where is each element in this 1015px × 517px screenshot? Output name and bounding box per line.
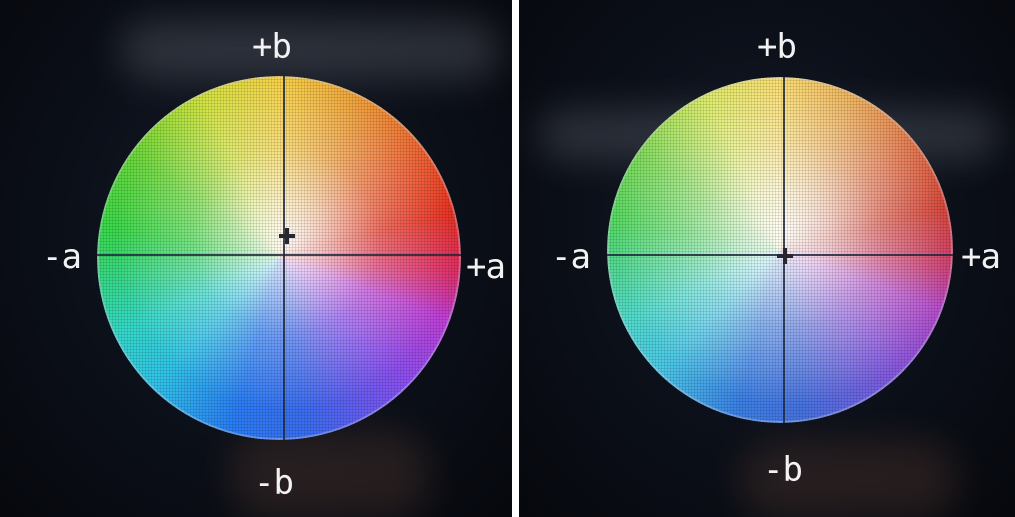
label-plus-b: +b (252, 27, 292, 67)
screen-glare (120, 20, 500, 80)
left-photo-panel: +b -b -a +a (0, 0, 512, 517)
color-wheel (607, 77, 953, 423)
label-minus-b: -b (254, 463, 294, 503)
label-plus-a: +a (961, 237, 1001, 277)
whitepoint-gradient (97, 76, 461, 440)
pixel-mesh (97, 76, 461, 440)
label-minus-a: -a (42, 237, 82, 277)
label-minus-b: -b (763, 450, 803, 490)
a-axis-line (97, 254, 461, 256)
label-minus-a: -a (551, 237, 591, 277)
label-plus-a: +a (466, 247, 506, 287)
pixel-mesh (607, 77, 953, 423)
b-axis-line (283, 76, 285, 440)
wheel-rim (97, 76, 461, 440)
whitepoint-gradient (607, 77, 953, 423)
screen-reflection (230, 430, 430, 517)
screen-reflection (739, 440, 959, 517)
crosshair-marker (279, 228, 295, 244)
color-wheel (97, 76, 461, 440)
right-photo-panel: +b -b -a +a (519, 0, 1015, 517)
label-plus-b: +b (757, 27, 797, 67)
crosshair-marker (777, 248, 793, 264)
